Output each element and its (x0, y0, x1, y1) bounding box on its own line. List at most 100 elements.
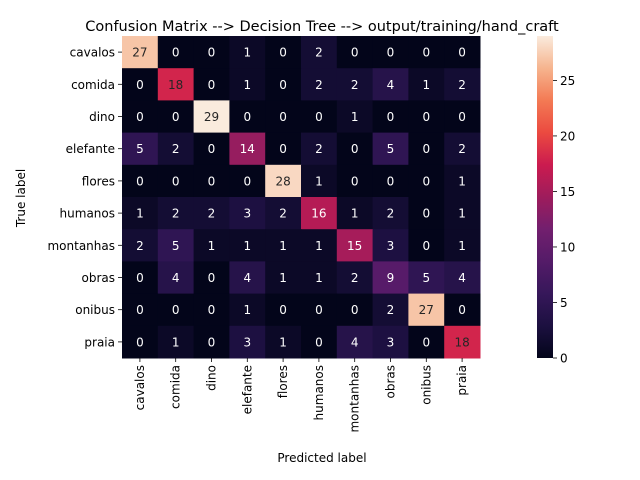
heatmap-cell (372, 36, 409, 69)
cell-value-label: 0 (243, 174, 251, 188)
colorbar-tick-label: 20 (560, 129, 575, 143)
y-tick-label: praia (84, 335, 115, 349)
heatmap-cell (265, 36, 302, 69)
cell-value-label: 2 (458, 78, 466, 92)
cell-value-label: 2 (279, 207, 287, 221)
cell-value-label: 1 (279, 271, 287, 285)
cell-value-label: 1 (458, 207, 466, 221)
cell-value-label: 27 (419, 303, 434, 317)
heatmap-cell (122, 36, 159, 69)
heatmap-cell (372, 197, 409, 230)
heatmap-cell (301, 229, 338, 262)
heatmap-cell (229, 132, 266, 166)
cell-value-label: 0 (208, 335, 216, 349)
heatmap-cell (336, 293, 374, 327)
cell-value-label: 0 (208, 46, 216, 60)
cell-value-label: 1 (315, 239, 323, 253)
heatmap-cell (193, 325, 230, 359)
heatmap-cell (372, 100, 409, 134)
heatmap-cell (301, 325, 338, 359)
x-tick-label: obras (384, 365, 398, 399)
cell-value-label: 0 (136, 303, 144, 317)
cell-value-label: 0 (351, 46, 359, 60)
heatmap-cell (229, 325, 266, 359)
heatmap-cell (193, 261, 230, 295)
heatmap-cell (372, 325, 409, 359)
cell-value-label: 2 (136, 239, 144, 253)
heatmap-cell (336, 229, 374, 262)
cell-value-label: 1 (208, 239, 216, 253)
cell-value-label: 29 (204, 110, 219, 124)
y-axis-label: True label (14, 169, 28, 228)
heatmap-cell (301, 68, 338, 101)
x-tick-label: comida (169, 365, 183, 409)
cell-value-label: 0 (208, 303, 216, 317)
cell-value-label: 0 (279, 78, 287, 92)
heatmap-cell (444, 325, 481, 359)
heatmap-cell (229, 164, 266, 198)
heatmap-cell (122, 197, 159, 230)
heatmap-cell (193, 229, 230, 262)
cell-value-label: 0 (422, 335, 430, 349)
heatmap-cell (301, 197, 338, 230)
cell-value-label: 2 (387, 303, 395, 317)
cell-value-label: 1 (351, 207, 359, 221)
heatmap-cell (265, 68, 302, 101)
cell-value-label: 3 (387, 239, 395, 253)
y-tick-label: onibus (75, 303, 115, 317)
heatmap-cell (372, 164, 409, 198)
cell-value-label: 1 (172, 335, 180, 349)
cell-value-label: 4 (172, 271, 180, 285)
cell-value-label: 0 (351, 142, 359, 156)
cell-value-label: 2 (351, 271, 359, 285)
cell-value-label: 2 (172, 207, 180, 221)
y-tick-label: montanhas (47, 239, 115, 253)
heatmap-cell (193, 197, 230, 230)
cell-value-label: 1 (243, 46, 251, 60)
cell-value-label: 0 (172, 174, 180, 188)
cell-value-label: 1 (243, 239, 251, 253)
cell-value-label: 0 (387, 46, 395, 60)
heatmap-cell (336, 100, 374, 134)
cell-value-label: 5 (136, 142, 144, 156)
cell-value-label: 0 (172, 110, 180, 124)
cell-value-label: 1 (351, 110, 359, 124)
cell-value-label: 0 (243, 110, 251, 124)
cell-value-label: 0 (422, 239, 430, 253)
cell-value-label: 0 (422, 142, 430, 156)
colorbar-gradient (537, 36, 553, 358)
heatmap-cell (444, 68, 481, 101)
heatmap-cell (229, 293, 266, 327)
y-tick-label: obras (82, 271, 116, 285)
y-axis-ticks: cavalos comida dino elefante flores humanos mo… (47, 46, 122, 349)
cell-value-label: 1 (279, 335, 287, 349)
heatmap-cell (265, 164, 302, 198)
heatmap-cell (336, 68, 374, 101)
heatmap-cell (193, 132, 230, 166)
heatmap-cell (122, 164, 159, 198)
heatmap-cell (444, 229, 481, 262)
heatmap-cell-labels: 27 0 0 1 0 2 0 0 0 00 18 0 1 0 2 2 4 1 20 0 29 0 0 0 1 0 0 05 2 0 14 0 2… (132, 46, 469, 350)
cell-value-label: 2 (458, 142, 466, 156)
cell-value-label: 1 (279, 239, 287, 253)
x-axis-label: Predicted label (277, 451, 366, 465)
cell-value-label: 0 (279, 303, 287, 317)
heatmap-cell (408, 197, 445, 230)
heatmap-cell (193, 100, 230, 134)
heatmap-cell (336, 325, 374, 359)
heatmap-cell (193, 68, 230, 101)
cell-value-label: 0 (422, 46, 430, 60)
heatmap-cell (122, 325, 159, 359)
cell-value-label: 16 (311, 207, 326, 221)
heatmap-cell (122, 68, 159, 101)
cell-value-label: 3 (243, 207, 251, 221)
cell-value-label: 0 (208, 174, 216, 188)
cell-value-label: 2 (315, 46, 323, 60)
heatmap-cell (301, 100, 338, 134)
cell-value-label: 0 (315, 303, 323, 317)
cell-value-label: 4 (243, 271, 251, 285)
heatmap-cell (336, 197, 374, 230)
heatmap-cell (372, 68, 409, 101)
cell-value-label: 0 (136, 110, 144, 124)
